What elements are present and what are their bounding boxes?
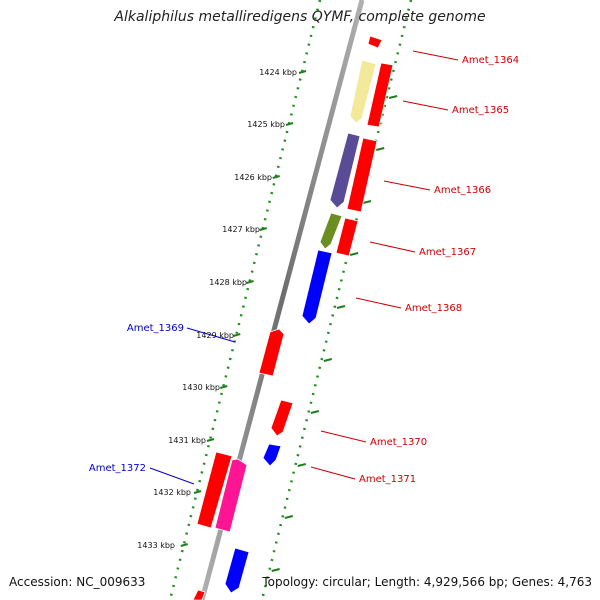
gene-feature-forward [319,212,343,250]
gene-feature-forward [367,35,383,49]
label-leader-line [412,50,459,61]
gene-label: Amet_1372 [89,463,146,474]
major-tick [180,543,189,547]
tick-ring-outer [168,0,322,600]
kbp-label: 1425 kbp [247,120,285,129]
gene-label: Amet_1367 [419,247,476,258]
gene-feature-reverse [224,547,250,594]
kbp-label: 1426 kbp [234,173,272,182]
label-leader-line [355,297,402,309]
gene-label: Amet_1366 [434,185,491,196]
major-tick [246,280,254,284]
gene-feature-forward [349,59,377,124]
label-leader-line [310,466,356,480]
major-tick [272,175,281,179]
kbp-label: 1431 kbp [168,436,206,445]
kbp-scale: 1424 kbp 1425 kbp 1426 kbp 1427 kbp 1428 kbp… [137,68,297,550]
major-tick [323,358,333,362]
major-tick [206,438,215,442]
gene-features [192,35,394,600]
kbp-label: 1427 kbp [222,225,260,234]
accession-text: Accession: NC_009633 [9,575,146,589]
major-tick [297,463,306,467]
label-leader-line [149,467,195,485]
kbp-label: 1430 kbp [182,383,220,392]
gene-feature-forward [335,217,359,257]
gene-feature-forward [192,589,206,600]
tick-rings [168,0,413,600]
major-tick [285,122,294,126]
label-leader-line [369,241,416,253]
kbp-label: 1432 kbp [153,488,191,497]
major-tick [298,70,307,74]
kbp-label: 1424 kbp [259,68,297,77]
major-tick [336,305,346,309]
major-tick [219,385,228,389]
kbp-label: 1433 kbp [137,541,175,550]
map-title: Alkaliphilus metalliredigens QYMF, compl… [114,9,486,25]
gene-feature-reverse [262,443,282,467]
gene-labels: Amet_1364 Amet_1365 Amet_1366 Amet_1367 Amet… [89,55,519,485]
major-tick [284,515,294,519]
label-leader-line [402,100,449,111]
major-tick [310,410,320,414]
major-tick [349,252,359,256]
gene-feature-forward [366,62,394,128]
gene-label: Amet_1365 [452,105,509,116]
major-tick [388,95,398,99]
major-tick [271,568,280,572]
kbp-label: 1429 kbp [196,331,234,340]
label-leaders [149,50,459,485]
gene-label: Amet_1368 [405,303,462,314]
gene-feature-reverse [214,458,248,533]
gene-label: Amet_1370 [370,437,427,448]
kbp-label: 1428 kbp [209,278,247,287]
gene-label: Amet_1364 [462,55,519,66]
major-tick [362,200,372,204]
gene-feature-forward [270,399,294,437]
major-tick [193,490,202,494]
gene-label: Amet_1369 [127,323,184,334]
gene-feature-forward [346,137,378,213]
gene-feature-forward [196,451,233,529]
gene-feature-reverse [301,249,333,325]
genome-summary-text: Topology: circular; Length: 4,929,566 bp… [262,575,592,589]
label-leader-line [320,430,367,443]
major-tick [232,333,241,337]
label-leader-line [383,180,431,191]
gene-feature-forward [329,132,361,209]
major-tick [259,227,268,231]
gene-feature-forward [258,328,285,377]
gene-label: Amet_1371 [359,474,416,485]
label-leader-line [186,327,236,343]
major-tick [375,147,385,151]
